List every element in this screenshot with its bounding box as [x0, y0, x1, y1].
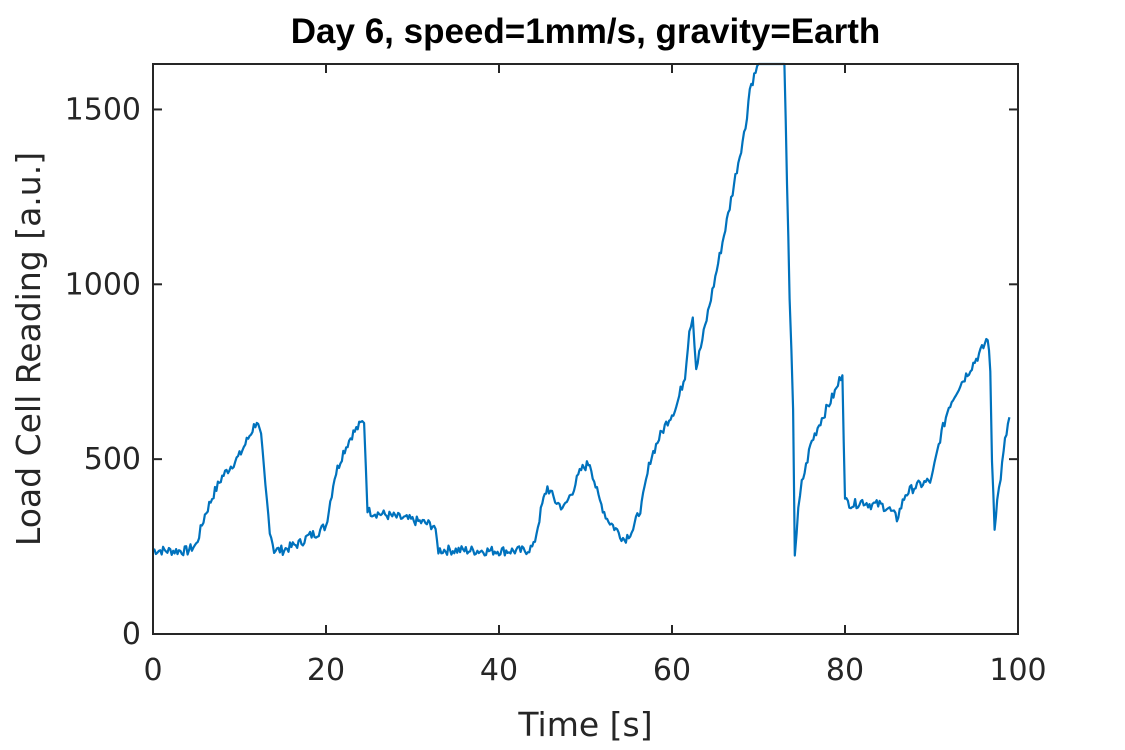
x-tick-label: 40: [480, 653, 518, 688]
x-tick-label: 60: [653, 653, 691, 688]
y-axis-label: Load Cell Reading [a.u.]: [9, 152, 48, 546]
y-tick-label: 1500: [65, 92, 141, 127]
x-tick-label: 20: [307, 653, 345, 688]
y-tick-label: 0: [122, 617, 141, 652]
chart-title: Day 6, speed=1mm/s, gravity=Earth: [290, 12, 881, 51]
y-tick-label: 1000: [65, 267, 141, 302]
x-axis-label: Time [s]: [517, 705, 652, 744]
x-tick-label: 0: [143, 653, 162, 688]
x-tick-label: 80: [826, 653, 864, 688]
plot-frame: [152, 63, 1019, 635]
plot-area: [153, 64, 1018, 634]
x-tick-label: 100: [989, 653, 1046, 688]
data-series-line: [152, 62, 1011, 557]
y-tick-label: 500: [84, 442, 141, 477]
